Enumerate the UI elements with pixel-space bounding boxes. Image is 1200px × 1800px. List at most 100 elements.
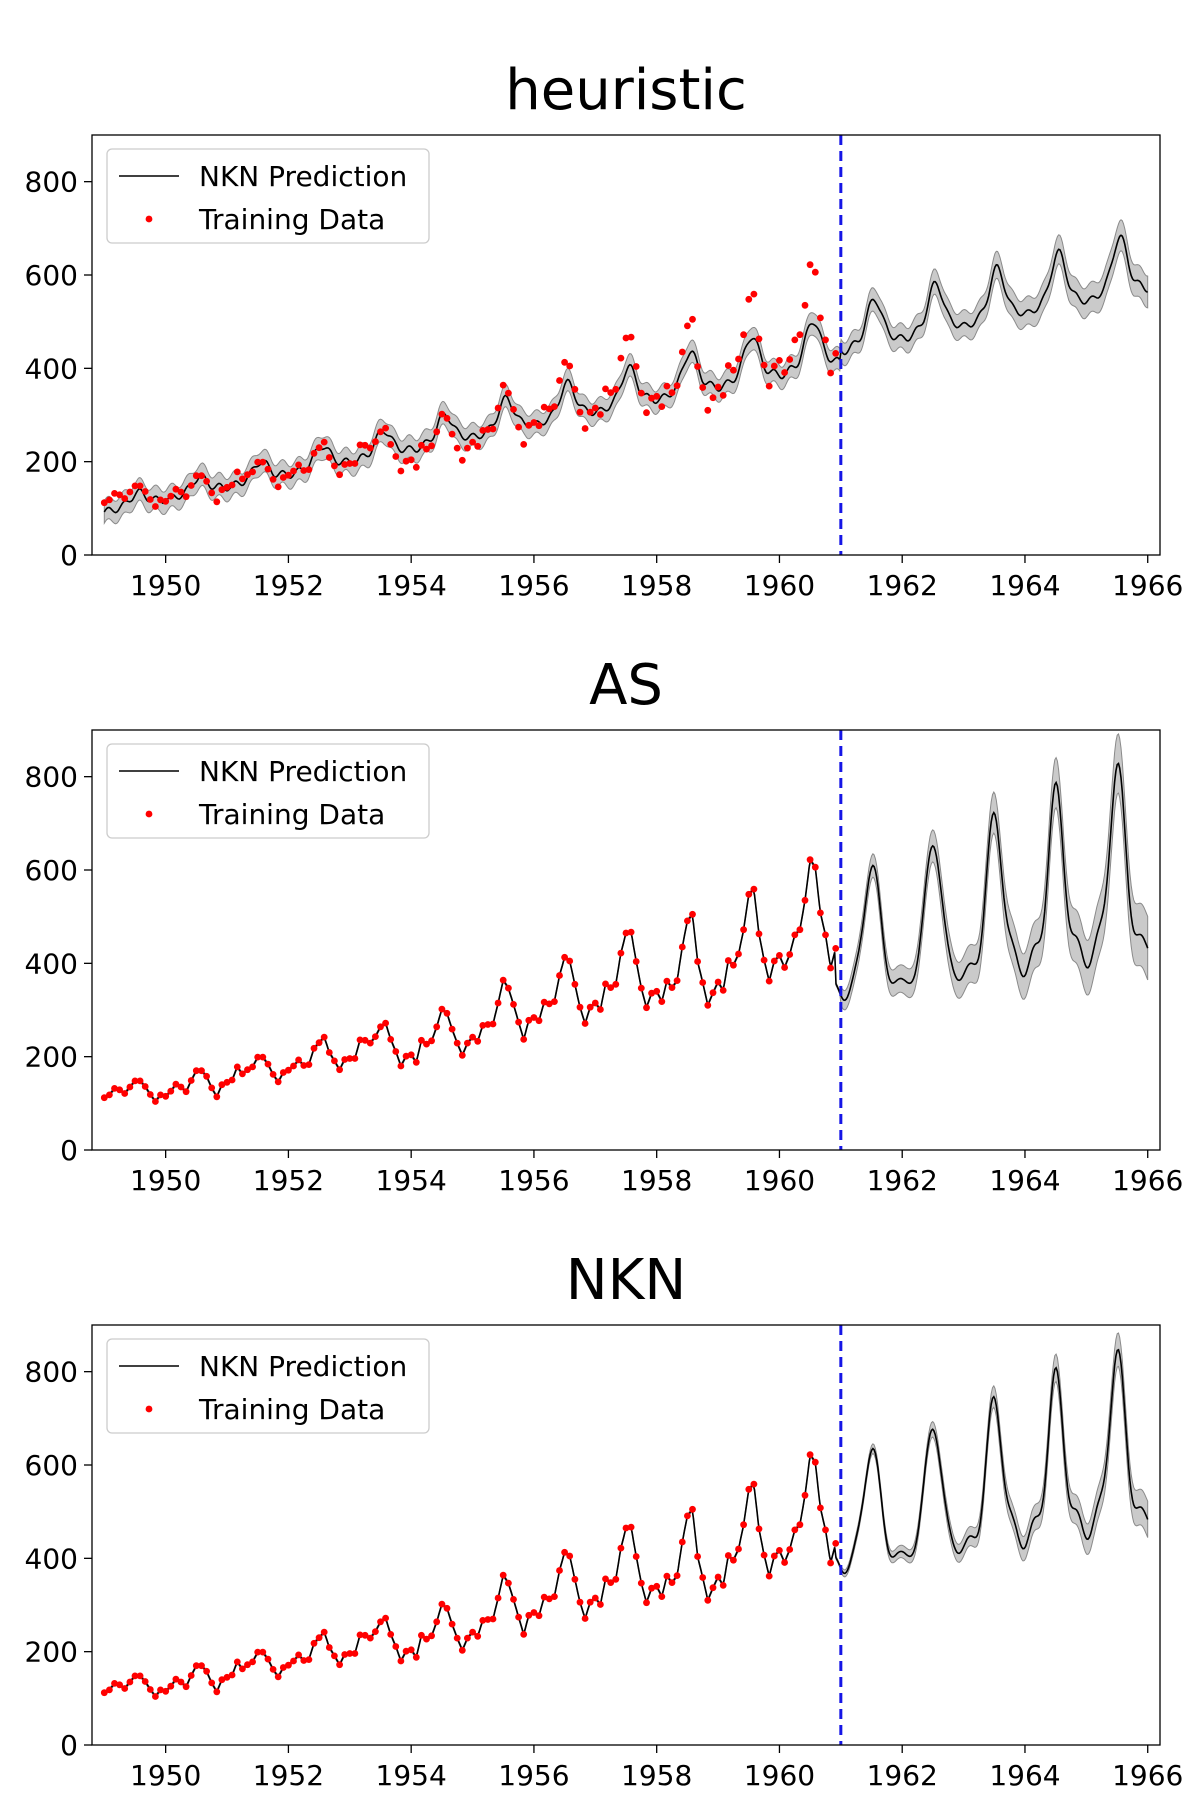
x-tick-label: 1958 (621, 1759, 692, 1792)
training-point (341, 461, 349, 468)
training-point (581, 425, 589, 432)
training-point (423, 1635, 430, 1643)
training-point (735, 1545, 742, 1553)
training-point (223, 1673, 231, 1681)
training-point (192, 1067, 200, 1075)
training-point (678, 348, 686, 356)
chart-title: NKN (566, 1248, 687, 1313)
training-point (719, 987, 727, 994)
training-point (791, 336, 799, 344)
training-point (182, 493, 190, 501)
training-point (208, 1084, 216, 1092)
training-point (684, 917, 691, 925)
training-point (545, 405, 553, 413)
training-point (167, 1682, 175, 1690)
training-point (474, 442, 482, 450)
training-point (781, 964, 788, 971)
x-tick-label: 1962 (867, 1759, 938, 1792)
legend-point-swatch (145, 215, 153, 223)
training-point (182, 1088, 190, 1096)
training-point (658, 998, 666, 1005)
training-point (346, 460, 354, 467)
training-point (172, 1080, 180, 1088)
training-point (724, 362, 732, 369)
training-point (438, 1600, 446, 1608)
x-tick-label: 1962 (867, 569, 938, 602)
training-point (801, 896, 809, 904)
training-point (233, 1063, 241, 1071)
training-point (755, 335, 763, 343)
training-point (392, 1048, 400, 1055)
training-point (740, 926, 747, 934)
training-point (126, 1083, 134, 1091)
training-point (157, 1686, 164, 1694)
training-point (106, 1091, 113, 1099)
training-point (402, 1052, 410, 1060)
training-point (443, 414, 451, 422)
training-point (187, 482, 195, 489)
training-point (464, 1634, 471, 1642)
training-point (372, 438, 379, 445)
plot-area (100, 219, 1149, 526)
training-point (428, 1632, 435, 1640)
x-tick-label: 1960 (744, 1759, 815, 1792)
training-point (315, 1634, 323, 1642)
training-point (540, 403, 548, 411)
training-point (597, 411, 604, 418)
training-point (146, 1091, 154, 1098)
training-point (494, 999, 502, 1007)
training-point (714, 383, 722, 391)
legend-point-swatch (145, 810, 153, 818)
legend: NKN Prediction Training Data (106, 1338, 430, 1434)
training-point (714, 1573, 722, 1581)
training-point (663, 1572, 671, 1580)
chart-title: heuristic (505, 58, 747, 123)
training-point (520, 1631, 528, 1638)
training-point (525, 1016, 533, 1024)
training-point (822, 931, 829, 939)
training-point (402, 457, 410, 465)
x-tick-label: 1952 (253, 1164, 324, 1197)
training-point (612, 980, 620, 988)
training-point (336, 1066, 343, 1074)
training-point (192, 472, 200, 480)
training-point (740, 1521, 747, 1529)
training-point (479, 1022, 487, 1029)
training-point (136, 1077, 144, 1085)
training-point (786, 356, 794, 363)
training-point (637, 984, 645, 992)
training-point (653, 987, 661, 995)
training-point (540, 998, 548, 1006)
training-point (279, 1664, 287, 1671)
training-point (305, 466, 313, 473)
training-point (167, 1087, 175, 1095)
training-point (510, 406, 517, 413)
training-point (325, 1049, 333, 1056)
y-tick-label: 800 (25, 166, 78, 199)
training-point (341, 1056, 349, 1063)
training-point (765, 382, 773, 390)
training-point (433, 428, 441, 436)
training-point (607, 1579, 615, 1586)
training-point (366, 444, 374, 452)
training-point (356, 1036, 364, 1044)
training-point (551, 1593, 558, 1600)
training-point (714, 978, 722, 986)
training-point (510, 1596, 517, 1603)
training-point (811, 268, 819, 276)
x-tick-label: 1954 (376, 569, 447, 602)
training-point (627, 333, 635, 341)
training-point (218, 486, 226, 494)
plot-area (100, 1332, 1149, 1700)
training-point (556, 377, 563, 384)
training-point (484, 1616, 492, 1623)
training-point (770, 957, 778, 965)
training-point (474, 1632, 482, 1640)
training-point (407, 456, 415, 464)
training-point (259, 1648, 267, 1656)
training-point (172, 485, 180, 493)
training-point (213, 1093, 221, 1101)
training-point (458, 1051, 466, 1059)
training-point (259, 458, 267, 466)
training-point (494, 404, 502, 412)
